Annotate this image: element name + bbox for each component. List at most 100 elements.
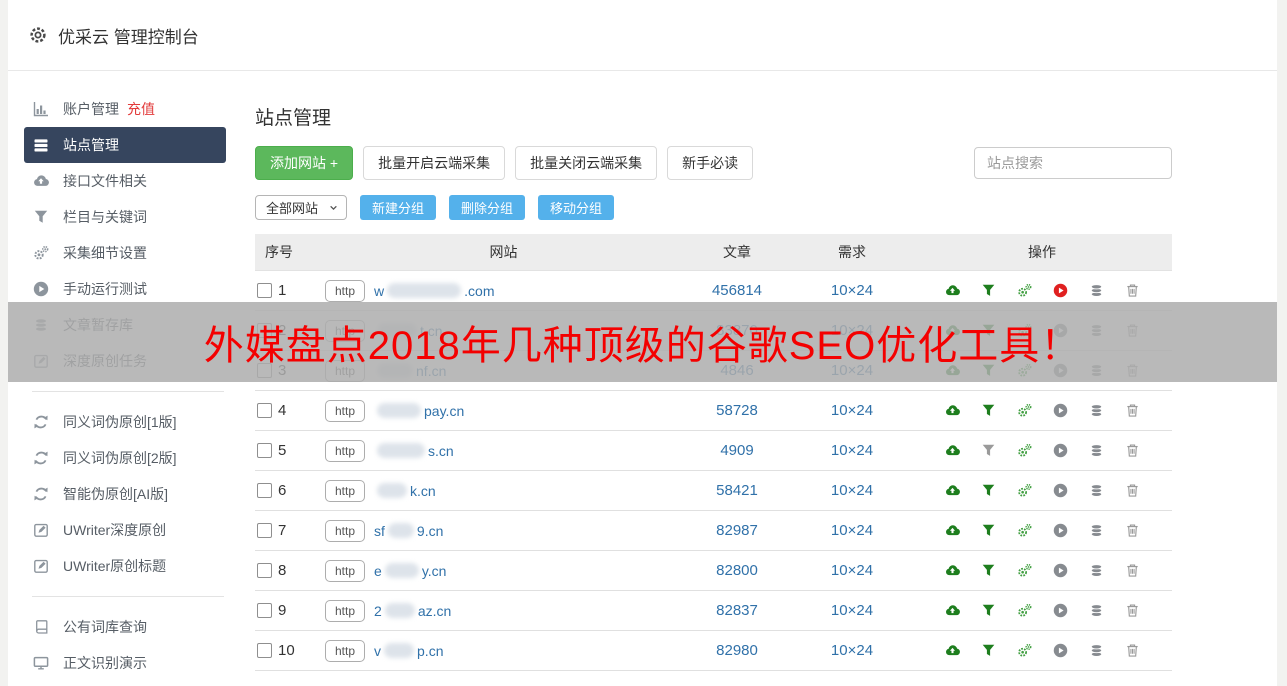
add-site-button[interactable]: 添加网站 + (255, 146, 354, 180)
settings-action-icon[interactable] (1017, 283, 1032, 298)
cloud-upload-action-icon[interactable] (945, 443, 960, 458)
run-action-icon[interactable] (1053, 523, 1068, 538)
site-domain-link[interactable]: w .com (374, 282, 495, 299)
row-checkbox[interactable] (257, 443, 272, 458)
site-domain-link[interactable]: pay.cn (374, 403, 464, 419)
sidebar-item[interactable]: 手动运行测试 (8, 271, 248, 307)
sidebar-item[interactable]: UWriter原创标题 (8, 548, 248, 584)
filter-action-icon[interactable] (981, 563, 996, 578)
batch-open-button[interactable]: 批量开启云端采集 (363, 146, 506, 180)
articles-count[interactable]: 82987 (716, 522, 758, 539)
sidebar-item[interactable]: 同义词伪原创[2版] (8, 440, 248, 476)
demand-value[interactable]: 10×24 (830, 522, 874, 539)
run-action-icon[interactable] (1053, 283, 1068, 298)
articles-count[interactable]: 82800 (716, 562, 758, 579)
sidebar-item[interactable]: 公有词库查询 (8, 609, 248, 645)
filter-action-icon[interactable] (981, 483, 996, 498)
batch-close-button[interactable]: 批量关闭云端采集 (515, 146, 658, 180)
new-group-button[interactable]: 新建分组 (360, 195, 437, 220)
sidebar-item[interactable]: 正文识别演示 (8, 645, 248, 681)
cloud-upload-action-icon[interactable] (945, 643, 960, 658)
settings-action-icon[interactable] (1017, 563, 1032, 578)
site-search-input[interactable] (974, 147, 1172, 179)
sidebar-item[interactable]: 栏目与关键词 (8, 199, 248, 235)
storage-action-icon[interactable] (1089, 483, 1104, 498)
sidebar-item[interactable]: 接口文件相关 (8, 163, 248, 199)
site-domain-link[interactable]: k.cn (374, 483, 436, 499)
articles-count[interactable]: 58728 (716, 402, 758, 419)
run-action-icon[interactable] (1053, 443, 1068, 458)
settings-action-icon[interactable] (1017, 523, 1032, 538)
cloud-upload-action-icon[interactable] (945, 523, 960, 538)
recharge-link[interactable]: 充值 (127, 101, 155, 117)
filter-action-icon[interactable] (981, 443, 996, 458)
articles-count[interactable]: 82980 (716, 642, 758, 659)
settings-action-icon[interactable] (1017, 603, 1032, 618)
site-domain-link[interactable]: v p.cn (374, 642, 444, 659)
row-checkbox[interactable] (257, 283, 272, 298)
sidebar-item[interactable]: UWriter深度原创 (8, 512, 248, 548)
site-domain-link[interactable]: sf 9.cn (374, 522, 444, 539)
sidebar-item[interactable]: 账户管理 充值 (8, 91, 248, 127)
filter-action-icon[interactable] (981, 643, 996, 658)
storage-action-icon[interactable] (1089, 283, 1104, 298)
row-checkbox[interactable] (257, 643, 272, 658)
site-domain-link[interactable]: e y.cn (374, 562, 447, 579)
row-checkbox[interactable] (257, 603, 272, 618)
delete-action-icon[interactable] (1125, 443, 1140, 458)
delete-action-icon[interactable] (1125, 483, 1140, 498)
settings-action-icon[interactable] (1017, 403, 1032, 418)
articles-count[interactable]: 4909 (720, 442, 754, 459)
filter-action-icon[interactable] (981, 283, 996, 298)
storage-action-icon[interactable] (1089, 563, 1104, 578)
articles-count[interactable]: 456814 (711, 282, 763, 299)
delete-action-icon[interactable] (1125, 643, 1140, 658)
demand-value[interactable]: 10×24 (830, 642, 874, 659)
settings-action-icon[interactable] (1017, 643, 1032, 658)
run-action-icon[interactable] (1053, 643, 1068, 658)
group-filter-select[interactable]: 全部网站 (255, 195, 347, 220)
sidebar-item[interactable]: 同义词伪原创[1版] (8, 404, 248, 440)
newbie-guide-button[interactable]: 新手必读 (667, 146, 754, 180)
run-action-icon[interactable] (1053, 483, 1068, 498)
demand-value[interactable]: 10×24 (830, 482, 874, 499)
cloud-upload-action-icon[interactable] (945, 603, 960, 618)
cloud-upload-action-icon[interactable] (945, 483, 960, 498)
cloud-upload-action-icon[interactable] (945, 403, 960, 418)
storage-action-icon[interactable] (1089, 523, 1104, 538)
row-checkbox[interactable] (257, 563, 272, 578)
cloud-upload-action-icon[interactable] (945, 283, 960, 298)
delete-action-icon[interactable] (1125, 603, 1140, 618)
delete-action-icon[interactable] (1125, 523, 1140, 538)
storage-action-icon[interactable] (1089, 403, 1104, 418)
demand-value[interactable]: 10×24 (830, 442, 874, 459)
site-domain-link[interactable]: 2 az.cn (374, 602, 452, 619)
run-action-icon[interactable] (1053, 563, 1068, 578)
sidebar-item[interactable]: 智能伪原创[AI版] (8, 476, 248, 512)
filter-action-icon[interactable] (981, 603, 996, 618)
row-checkbox[interactable] (257, 523, 272, 538)
demand-value[interactable]: 10×24 (830, 562, 874, 579)
run-action-icon[interactable] (1053, 603, 1068, 618)
delete-action-icon[interactable] (1125, 563, 1140, 578)
filter-action-icon[interactable] (981, 523, 996, 538)
delete-action-icon[interactable] (1125, 283, 1140, 298)
settings-action-icon[interactable] (1017, 483, 1032, 498)
row-checkbox[interactable] (257, 403, 272, 418)
site-domain-link[interactable]: s.cn (374, 443, 454, 459)
row-checkbox[interactable] (257, 483, 272, 498)
delete-action-icon[interactable] (1125, 403, 1140, 418)
storage-action-icon[interactable] (1089, 643, 1104, 658)
sidebar-item[interactable]: 站点管理 (24, 127, 226, 163)
sidebar-item[interactable]: 采集细节设置 (8, 235, 248, 271)
filter-action-icon[interactable] (981, 403, 996, 418)
move-group-button[interactable]: 移动分组 (538, 195, 615, 220)
demand-value[interactable]: 10×24 (830, 602, 874, 619)
demand-value[interactable]: 10×24 (830, 402, 874, 419)
delete-group-button[interactable]: 删除分组 (449, 195, 526, 220)
articles-count[interactable]: 82837 (716, 602, 758, 619)
settings-action-icon[interactable] (1017, 443, 1032, 458)
run-action-icon[interactable] (1053, 403, 1068, 418)
demand-value[interactable]: 10×24 (830, 282, 874, 299)
cloud-upload-action-icon[interactable] (945, 563, 960, 578)
